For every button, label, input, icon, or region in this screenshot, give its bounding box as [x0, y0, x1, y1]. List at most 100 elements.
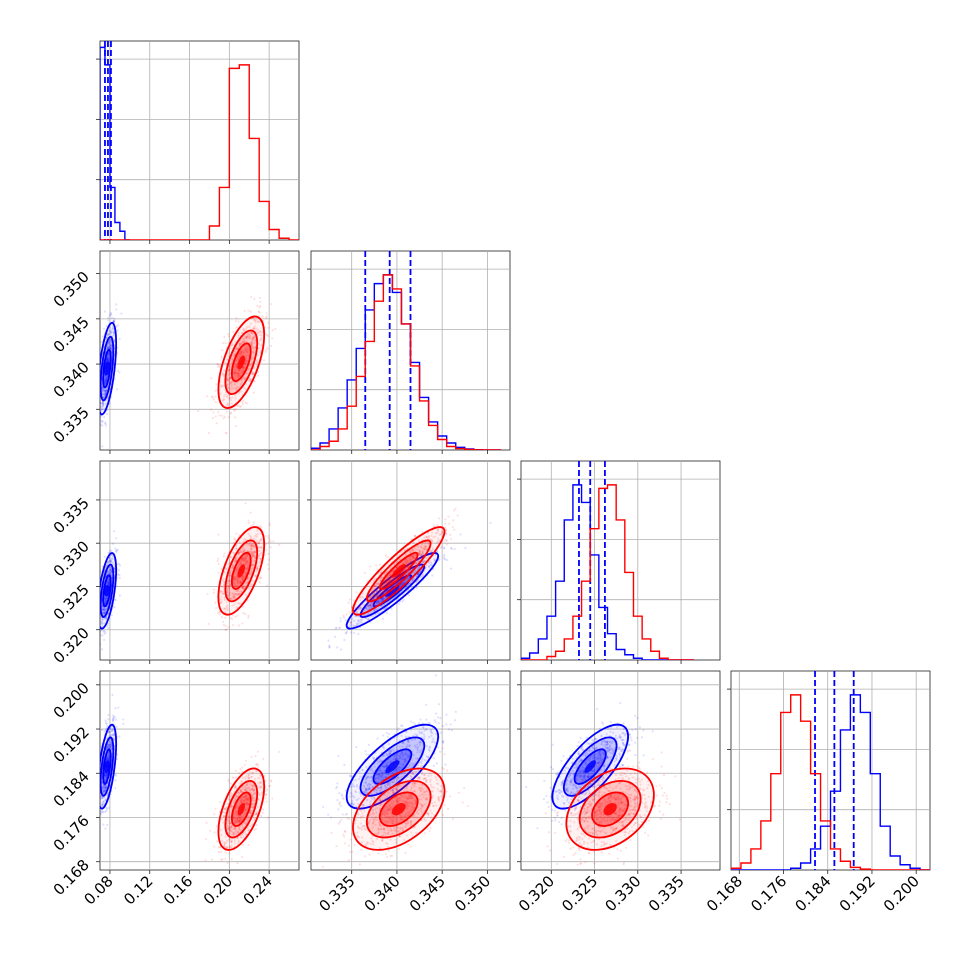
scatter-point: [237, 577, 240, 580]
scatter-point: [235, 547, 238, 550]
scatter-point: [253, 380, 256, 383]
scatter-point: [257, 374, 260, 377]
scatter-point: [107, 581, 110, 585]
scatter-point: [234, 560, 237, 563]
scatter-point: [220, 414, 224, 417]
scatter-point: [235, 532, 238, 535]
scatter-point: [255, 566, 258, 569]
scatter-point: [366, 607, 369, 610]
scatter-point: [252, 391, 256, 394]
scatter-point: [240, 350, 243, 354]
scatter-point: [100, 408, 103, 411]
scatter-point: [233, 537, 236, 540]
scatter-point: [256, 567, 259, 570]
scatter-point: [100, 620, 102, 623]
scatter-point: [237, 553, 240, 556]
scatter-point: [217, 611, 220, 614]
scatter-point: [228, 587, 231, 590]
scatter-point: [108, 314, 111, 317]
scatter-point: [106, 625, 109, 628]
scatter-point: [237, 356, 241, 359]
scatter-point: [236, 374, 239, 377]
scatter-point: [104, 631, 107, 634]
scatter-point: [231, 357, 234, 360]
scatter-point: [348, 611, 351, 614]
scatter-point: [228, 593, 231, 597]
scatter-point: [232, 541, 235, 544]
scatter-point: [109, 344, 112, 347]
scatter-point: [225, 586, 229, 589]
scatter-point: [233, 372, 236, 375]
scatter-point: [110, 549, 113, 552]
scatter-point: [111, 542, 115, 545]
scatter-point: [226, 604, 229, 607]
scatter-point: [259, 557, 262, 560]
scatter-point: [100, 617, 103, 620]
scatter-point: [402, 593, 405, 597]
scatter-point: [228, 396, 231, 399]
scatter-point: [108, 329, 112, 333]
scatter-point: [234, 593, 237, 596]
density-peak-1: [237, 355, 246, 370]
scatter-point: [255, 533, 258, 536]
scatter-point: [234, 397, 237, 400]
scatter-point: [102, 404, 105, 408]
scatter-point: [96, 400, 98, 402]
scatter-point: [110, 570, 113, 573]
scatter-point: [239, 350, 242, 353]
scatter-point: [243, 559, 246, 562]
scatter-point: [233, 369, 237, 372]
scatter-point: [106, 375, 109, 379]
scatter-point: [239, 355, 242, 358]
density-peak-1: [237, 564, 246, 578]
scatter-point: [116, 329, 119, 332]
scatter-point: [235, 317, 238, 320]
scatter-point: [251, 345, 255, 349]
scatter-point: [105, 599, 108, 603]
scatter-point: [92, 601, 94, 603]
scatter-point: [104, 377, 107, 380]
scatter-point: [241, 340, 244, 343]
scatter-point: [253, 556, 256, 559]
scatter-point: [246, 581, 249, 584]
scatter-point: [242, 576, 245, 579]
scatter-point: [421, 573, 424, 576]
scatter-point: [95, 824, 97, 826]
scatter-point: [356, 622, 359, 626]
scatter-point: [252, 544, 255, 548]
scatter-point: [249, 310, 252, 313]
scatter-point: [217, 363, 220, 366]
scatter-point: [357, 633, 360, 636]
scatter-point: [103, 379, 107, 382]
scatter-point: [105, 595, 108, 599]
scatter-point: [97, 400, 99, 402]
scatter-point: [234, 340, 237, 343]
scatter-point: [374, 564, 378, 567]
scatter-point: [104, 390, 107, 393]
scatter-point: [105, 358, 108, 362]
scatter-point: [250, 356, 254, 359]
scatter-point: [226, 589, 229, 592]
scatter-point: [97, 612, 99, 614]
scatter-point: [226, 582, 230, 585]
scatter-point: [238, 551, 241, 554]
scatter-point: [242, 327, 245, 331]
scatter-point: [107, 357, 111, 360]
scatter-point: [270, 303, 273, 306]
scatter-point: [216, 362, 219, 366]
scatter-point: [244, 612, 247, 615]
scatter-point: [381, 617, 384, 620]
scatter-point: [107, 358, 110, 361]
scatter-point: [206, 592, 209, 596]
scatter-point: [220, 596, 223, 599]
scatter-point: [228, 574, 231, 577]
scatter-point: [377, 607, 380, 610]
scatter-point: [103, 606, 106, 610]
scatter-point: [97, 428, 99, 430]
scatter-point: [229, 411, 233, 414]
scatter-point: [100, 632, 101, 634]
scatter-point: [107, 718, 110, 721]
scatter-point: [103, 391, 106, 395]
scatter-point: [235, 365, 238, 368]
scatter-point: [109, 313, 112, 316]
